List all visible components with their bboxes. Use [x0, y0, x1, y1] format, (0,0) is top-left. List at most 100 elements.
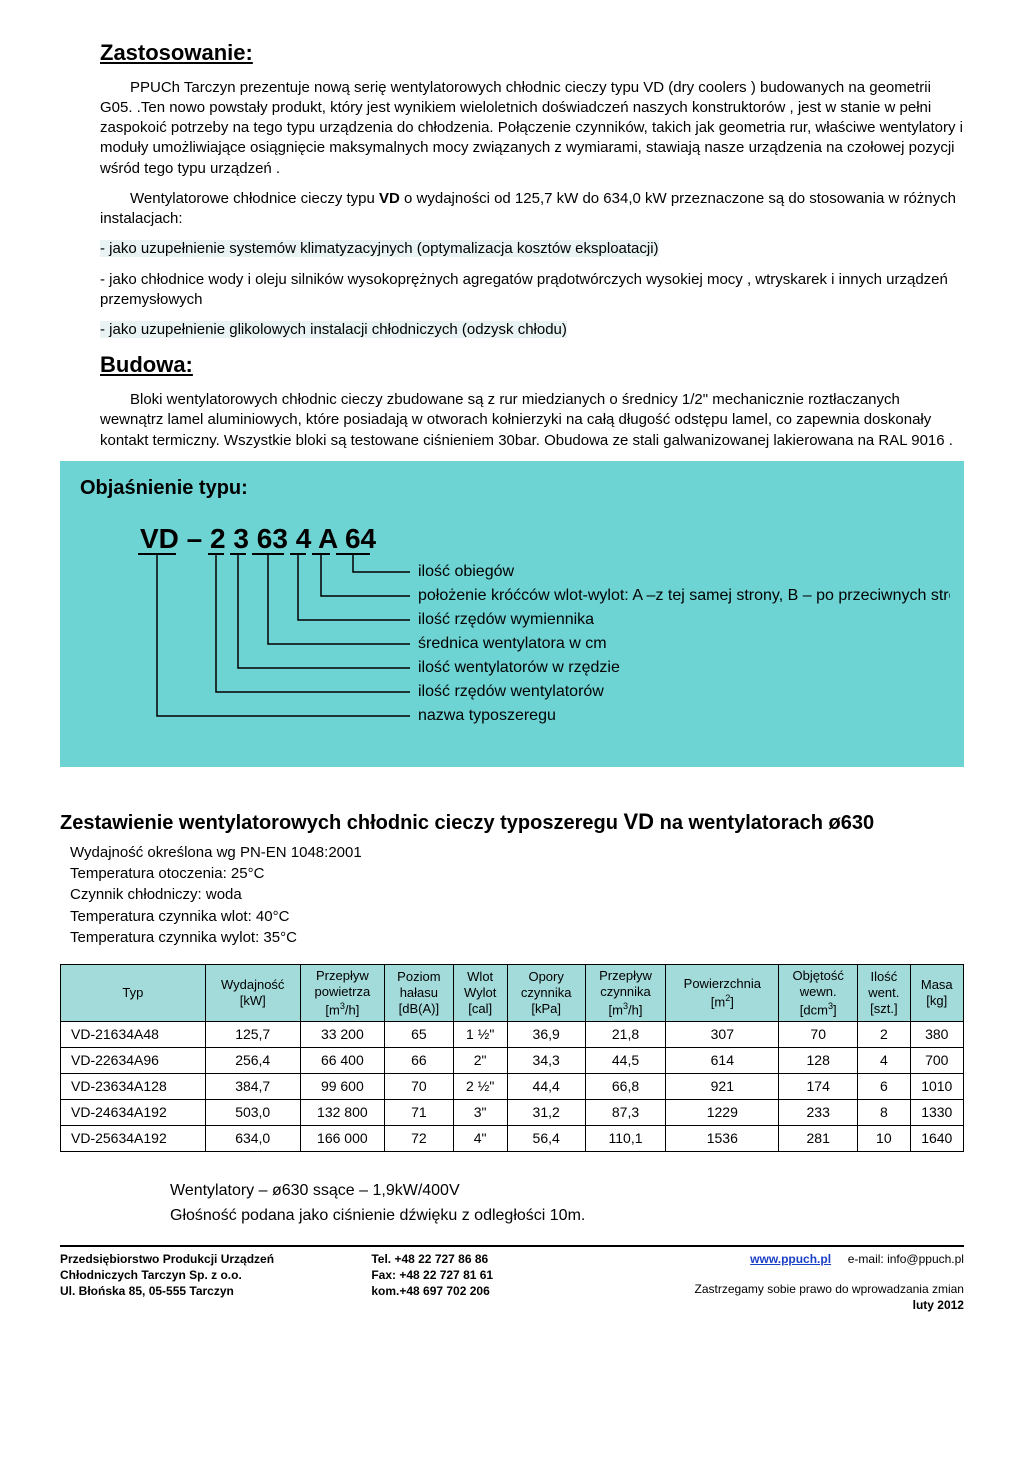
- table-cell: 128: [779, 1048, 858, 1074]
- table-cell: 31,2: [507, 1099, 585, 1125]
- table-cell: 700: [910, 1048, 963, 1074]
- table-cell: 1 ½": [453, 1022, 507, 1048]
- table-cell: 44,4: [507, 1073, 585, 1099]
- table-cell: 1010: [910, 1073, 963, 1099]
- table-cell: 2 ½": [453, 1073, 507, 1099]
- th-obj: Objętośćwewn.[dcm3]: [779, 965, 858, 1022]
- th-wydajnosc: Wydajność[kW]: [205, 965, 300, 1022]
- th-ilosc: Ilośćwent.[szt.]: [858, 965, 910, 1022]
- app-p2-a: Wentylatorowe chłodnice cieczy typu: [130, 190, 379, 207]
- table-row: VD-23634A128384,799 600702 ½"44,466,8921…: [61, 1073, 964, 1099]
- table-cell: 6: [858, 1073, 910, 1099]
- condition-4: Temperatura czynnika wylot: 35°C: [70, 928, 964, 948]
- table-cell: 72: [385, 1125, 453, 1151]
- table-cell: 132 800: [300, 1099, 385, 1125]
- diag-label-3: ilość wentylatorów w rzędzie: [418, 659, 620, 676]
- application-list-item-2: - jako uzupełnienie glikolowych instalac…: [100, 320, 964, 340]
- th-pow: Powierzchnia[m2]: [666, 965, 779, 1022]
- table-cell: 125,7: [205, 1022, 300, 1048]
- app-p2-b: VD: [379, 190, 400, 207]
- th-masa: Masa[kg]: [910, 965, 963, 1022]
- table-row: VD-25634A192634,0166 000724"56,4110,1153…: [61, 1125, 964, 1151]
- table-cell: VD-24634A192: [61, 1099, 206, 1125]
- diag-label-64: ilość obiegów: [418, 563, 515, 580]
- diag-label-2: ilość rzędów wentylatorów: [418, 683, 604, 700]
- table-cell: 4": [453, 1125, 507, 1151]
- diag-label-VD: nazwa typoszeregu: [418, 707, 556, 724]
- post-note-0: Wentylatory – ø630 ssące – 1,9kW/400V: [170, 1180, 964, 1202]
- table-cell: 110,1: [585, 1125, 666, 1151]
- table-cell: 1536: [666, 1125, 779, 1151]
- table-cell: 1640: [910, 1125, 963, 1151]
- table-cell: 33 200: [300, 1022, 385, 1048]
- section-title-application: Zastosowanie:: [100, 38, 964, 68]
- table-cell: 71: [385, 1099, 453, 1125]
- table-cell: 66,8: [585, 1073, 666, 1099]
- footer: Przedsiębiorstwo Produkcji Urządzeń Chło…: [60, 1251, 964, 1314]
- diag-label-A: położenie króćców wlot-wylot: A –z tej s…: [418, 587, 950, 604]
- table-cell: 87,3: [585, 1099, 666, 1125]
- footer-disclaimer: Zastrzegamy sobie prawo do wprowadzania …: [695, 1282, 964, 1296]
- table-row: VD-21634A48125,733 200651 ½"36,921,83077…: [61, 1022, 964, 1048]
- table-cell: 281: [779, 1125, 858, 1151]
- table-cell: VD-23634A128: [61, 1073, 206, 1099]
- table-cell: 10: [858, 1125, 910, 1151]
- table-cell: 921: [666, 1073, 779, 1099]
- th-wlot: WlotWylot[cal]: [453, 965, 507, 1022]
- table-cell: 174: [779, 1073, 858, 1099]
- condition-2: Czynnik chłodniczy: woda: [70, 885, 964, 905]
- table-cell: 66: [385, 1048, 453, 1074]
- th-przeplyw-c: Przepływczynnika[m3/h]: [585, 965, 666, 1022]
- type-diagram-box: Objaśnienie typu: VD – 2 3 63 4 A 64 ilo…: [60, 461, 964, 767]
- table-cell: 307: [666, 1022, 779, 1048]
- table-cell: 1330: [910, 1099, 963, 1125]
- table-cell: 34,3: [507, 1048, 585, 1074]
- table-row: VD-24634A192503,0132 800713"31,287,31229…: [61, 1099, 964, 1125]
- condition-0: Wydajność określona wg PN-EN 1048:2001: [70, 843, 964, 863]
- table-cell: 166 000: [300, 1125, 385, 1151]
- table-cell: 634,0: [205, 1125, 300, 1151]
- table-cell: 4: [858, 1048, 910, 1074]
- footer-link-url[interactable]: www.ppuch.pl: [750, 1252, 831, 1266]
- table-cell: 380: [910, 1022, 963, 1048]
- application-list-item-1: - jako chłodnice wody i oleju silników w…: [100, 270, 964, 311]
- table-cell: 384,7: [205, 1073, 300, 1099]
- application-paragraph-1: PPUCh Tarczyn prezentuje nową serię went…: [100, 78, 964, 179]
- table-cell: VD-25634A192: [61, 1125, 206, 1151]
- data-table-head: Typ Wydajność[kW] Przepływpowietrza[m3/h…: [61, 965, 964, 1022]
- footer-divider: [60, 1245, 964, 1247]
- table-cell: VD-21634A48: [61, 1022, 206, 1048]
- table-cell: 70: [779, 1022, 858, 1048]
- table-cell: 65: [385, 1022, 453, 1048]
- table-cell: 8: [858, 1099, 910, 1125]
- condition-3: Temperatura czynnika wlot: 40°C: [70, 907, 964, 927]
- data-table-body: VD-21634A48125,733 200651 ½"36,921,83077…: [61, 1022, 964, 1151]
- table-cell: 1229: [666, 1099, 779, 1125]
- table-cell: VD-22634A96: [61, 1048, 206, 1074]
- table-row: VD-22634A96256,466 400662"34,344,5614128…: [61, 1048, 964, 1074]
- table-cell: 2: [858, 1022, 910, 1048]
- table-cell: 2": [453, 1048, 507, 1074]
- section-title-construction: Budowa:: [100, 350, 964, 380]
- table-cell: 256,4: [205, 1048, 300, 1074]
- table-cell: 36,9: [507, 1022, 585, 1048]
- diag-label-4: ilość rzędów wymiennika: [418, 611, 594, 628]
- table-cell: 70: [385, 1073, 453, 1099]
- th-opory: Oporyczynnika[kPa]: [507, 965, 585, 1022]
- data-table: Typ Wydajność[kW] Przepływpowietrza[m3/h…: [60, 964, 964, 1152]
- table-cell: 66 400: [300, 1048, 385, 1074]
- footer-col-contact: Tel. +48 22 727 86 86 Fax: +48 22 727 81…: [371, 1251, 652, 1314]
- table-cell: 614: [666, 1048, 779, 1074]
- application-list-item-0: - jako uzupełnienie systemów klimatyzacy…: [100, 239, 964, 259]
- footer-date: luty 2012: [913, 1298, 964, 1312]
- table-cell: 99 600: [300, 1073, 385, 1099]
- table-cell: 503,0: [205, 1099, 300, 1125]
- construction-paragraph: Bloki wentylatorowych chłodnic cieczy zb…: [100, 390, 964, 451]
- table-cell: 21,8: [585, 1022, 666, 1048]
- table-cell: 233: [779, 1099, 858, 1125]
- table-cell: 44,5: [585, 1048, 666, 1074]
- type-diagram-title: Objaśnienie typu:: [80, 475, 944, 502]
- th-przeplyw-p: Przepływpowietrza[m3/h]: [300, 965, 385, 1022]
- post-note-1: Głośność podana jako ciśnienie dźwięku z…: [170, 1205, 964, 1227]
- table-cell: 56,4: [507, 1125, 585, 1151]
